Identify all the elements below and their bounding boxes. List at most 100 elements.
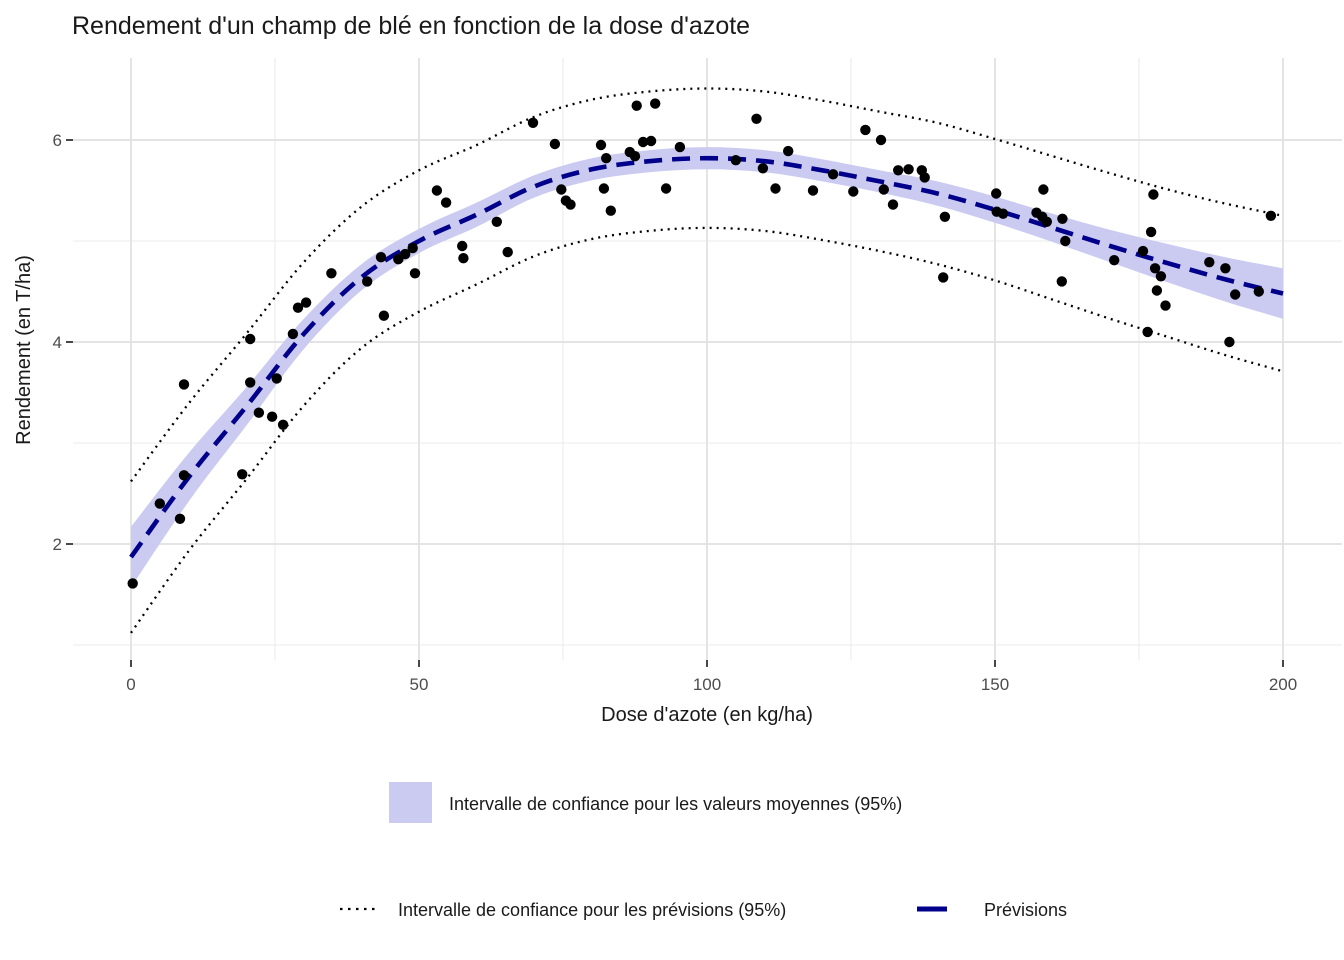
legend-fit-item: Prévisions bbox=[917, 900, 1067, 920]
data-point bbox=[1057, 213, 1068, 224]
data-point bbox=[629, 151, 641, 162]
data-point bbox=[1204, 257, 1215, 268]
data-point bbox=[1220, 263, 1231, 274]
data-point bbox=[1109, 255, 1120, 266]
data-point bbox=[1041, 216, 1053, 227]
data-point bbox=[997, 208, 1009, 219]
data-point bbox=[751, 113, 762, 125]
data-point bbox=[893, 165, 904, 176]
data-point bbox=[502, 246, 513, 258]
data-point bbox=[991, 188, 1002, 199]
data-point bbox=[757, 163, 769, 174]
data-point bbox=[287, 328, 299, 340]
data-point bbox=[178, 379, 190, 390]
x-axis-title: Dose d'azote (en kg/ha) bbox=[601, 704, 813, 726]
data-point bbox=[407, 242, 418, 254]
data-point bbox=[903, 164, 914, 175]
data-point bbox=[631, 100, 642, 111]
data-point bbox=[730, 155, 741, 166]
data-point bbox=[807, 185, 819, 196]
prediction-line bbox=[129, 155, 1284, 559]
prediction-line-layer bbox=[129, 155, 1284, 559]
data-point bbox=[1253, 286, 1265, 297]
legend-pi-label: Intervalle de confiance pour les prévisi… bbox=[398, 900, 786, 920]
data-point bbox=[549, 138, 561, 150]
data-point bbox=[1155, 271, 1167, 282]
data-point bbox=[565, 199, 576, 210]
data-point bbox=[1151, 285, 1163, 296]
data-point bbox=[660, 183, 672, 194]
legend-fit-label: Prévisions bbox=[984, 900, 1067, 920]
data-point bbox=[457, 240, 468, 252]
data-point bbox=[1142, 326, 1153, 338]
data-point bbox=[1056, 276, 1068, 287]
data-point bbox=[875, 134, 887, 146]
data-point bbox=[887, 199, 899, 210]
data-point bbox=[598, 183, 610, 194]
data-point bbox=[277, 419, 289, 430]
data-point bbox=[601, 153, 612, 164]
y-tick-label: 2 bbox=[53, 535, 62, 554]
data-point bbox=[245, 377, 256, 388]
data-point bbox=[605, 205, 616, 216]
data-point bbox=[878, 184, 889, 195]
data-point bbox=[458, 253, 469, 264]
data-point bbox=[848, 186, 859, 197]
data-point bbox=[1137, 245, 1149, 257]
data-point bbox=[378, 310, 390, 321]
data-point bbox=[174, 513, 186, 524]
data-point bbox=[362, 276, 373, 287]
data-point bbox=[491, 216, 502, 227]
data-point bbox=[860, 124, 871, 136]
data-point bbox=[1265, 210, 1277, 221]
data-point bbox=[440, 197, 452, 208]
data-point bbox=[253, 407, 265, 418]
data-point bbox=[939, 211, 951, 222]
data-point bbox=[938, 272, 949, 283]
legend-pi-item: Intervalle de confiance pour les prévisi… bbox=[340, 900, 786, 920]
data-point bbox=[1038, 184, 1049, 195]
x-tick-label: 150 bbox=[981, 675, 1009, 694]
data-point bbox=[1160, 300, 1171, 311]
data-point bbox=[595, 139, 607, 151]
data-point bbox=[645, 135, 657, 147]
data-point bbox=[919, 172, 930, 183]
axis-ticks-layer bbox=[66, 139, 1284, 667]
x-tick-label: 100 bbox=[693, 675, 721, 694]
data-point bbox=[300, 297, 312, 308]
data-point bbox=[400, 248, 411, 260]
y-axis-title: Rendement (en T/ha) bbox=[13, 255, 35, 445]
legend-band-label: Intervalle de confiance pour les valeurs… bbox=[449, 794, 902, 814]
legend-band-item: Intervalle de confiance pour les valeurs… bbox=[389, 782, 902, 823]
data-point bbox=[827, 169, 839, 180]
data-point bbox=[409, 268, 421, 279]
data-point bbox=[1230, 289, 1241, 300]
tick-labels-layer: 0 50 100 150 200 2 4 6 bbox=[53, 131, 1298, 694]
data-point bbox=[271, 373, 282, 384]
data-point bbox=[1060, 235, 1071, 247]
data-point bbox=[783, 145, 794, 157]
data-point bbox=[1145, 226, 1157, 238]
y-tick-label: 6 bbox=[53, 131, 62, 150]
data-point bbox=[527, 117, 539, 128]
data-point bbox=[1148, 189, 1159, 200]
data-point bbox=[326, 268, 337, 279]
data-point bbox=[375, 252, 387, 263]
data-point bbox=[770, 183, 781, 194]
data-point bbox=[292, 302, 304, 313]
data-point bbox=[650, 98, 661, 109]
data-point bbox=[637, 136, 649, 148]
data-point bbox=[266, 411, 278, 422]
data-point bbox=[556, 184, 567, 195]
data-point bbox=[237, 469, 248, 480]
data-point bbox=[1149, 263, 1161, 274]
chart-title: Rendement d'un champ de blé en fonction … bbox=[72, 12, 750, 40]
scatter-points-layer bbox=[127, 98, 1277, 589]
data-point bbox=[245, 333, 256, 345]
data-point bbox=[127, 578, 138, 589]
data-point bbox=[431, 185, 443, 196]
data-point bbox=[1224, 336, 1235, 348]
x-tick-label: 0 bbox=[126, 675, 135, 694]
